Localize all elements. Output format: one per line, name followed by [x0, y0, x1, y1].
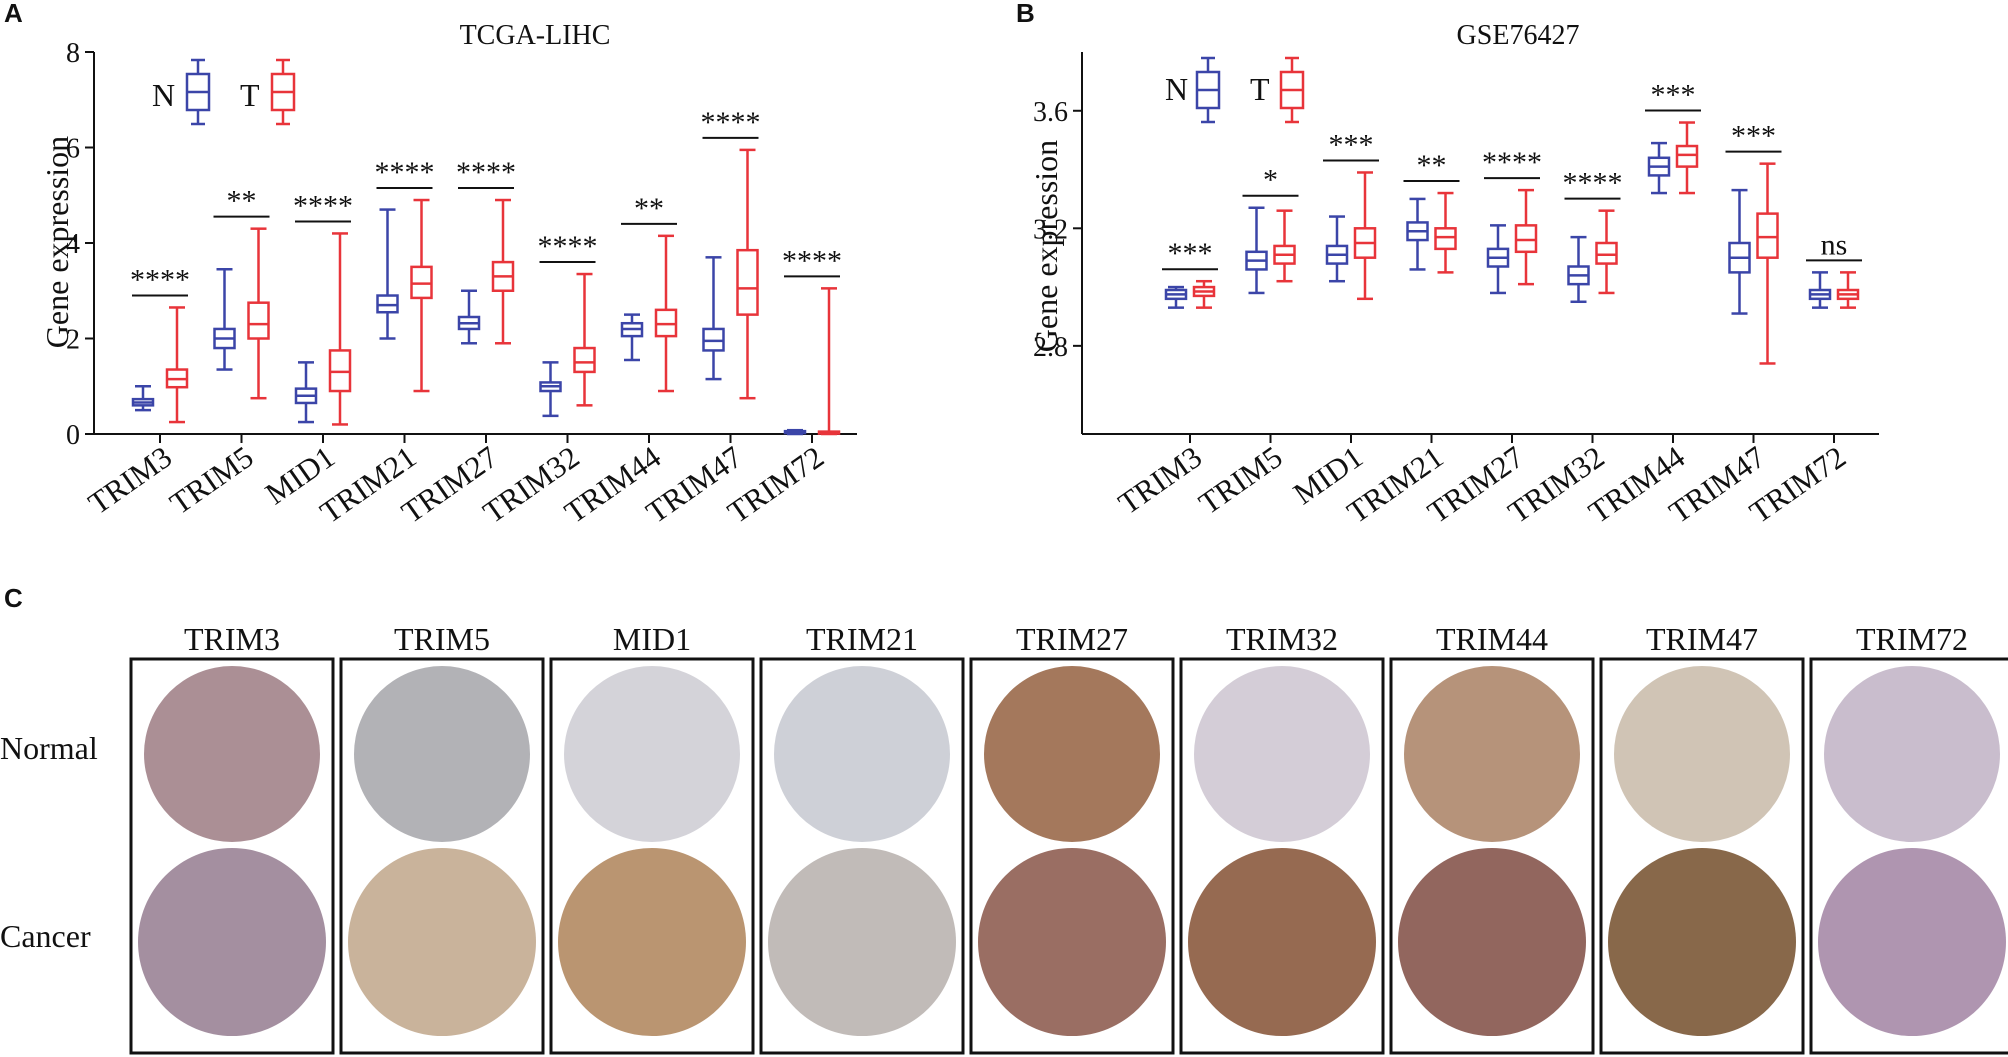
x-tick-label: TRIM3 [1112, 439, 1208, 521]
box-body [247, 301, 270, 340]
ihc-column-frame [549, 657, 755, 1055]
significance-label: ** [634, 192, 664, 225]
ihc-tissue-core-cancer [1398, 848, 1586, 1036]
significance-label: **** [293, 189, 353, 222]
ihc-gene-label: TRIM27 [1016, 621, 1128, 657]
ihc-tissue-core-cancer [348, 848, 536, 1036]
ihc-tissue-core-normal [1614, 666, 1790, 842]
ihc-tissue-core-cancer [978, 848, 1166, 1036]
y-tick-label: 3.2 [1033, 214, 1068, 245]
chart-gse76427: GSE76427 Gene expression 2.8 3.2 3.6 TRIM3 *… [1028, 20, 1879, 530]
chart-a-legend: N T [152, 58, 296, 126]
y-tick-label: 6 [66, 134, 80, 165]
y-tick-label: 4 [66, 229, 80, 260]
x-tick-label: TRIM5 [1192, 439, 1288, 521]
ihc-tissue-core-normal [1194, 666, 1370, 842]
ihc-column-frame [1179, 657, 1385, 1055]
y-tick-label: 8 [66, 38, 80, 69]
ihc-gene-label: TRIM44 [1436, 621, 1548, 657]
ihc-column-frame [129, 657, 335, 1055]
ihc-column-frame [339, 657, 545, 1055]
ihc-column-frame [1809, 657, 2008, 1055]
box-body [1434, 227, 1457, 251]
ihc-row-label-cancer: Cancer [0, 918, 91, 954]
ihc-gene-label: TRIM3 [184, 621, 280, 657]
chart-a-legend-t-label: T [240, 77, 260, 113]
ihc-tissue-core-cancer [1608, 848, 1796, 1036]
box-body [736, 248, 759, 316]
ihc-column-frame [1389, 657, 1595, 1055]
significance-label: *** [1168, 237, 1213, 270]
ihc-tissue-core-normal [1404, 666, 1580, 842]
x-tick-label: TRIM3 [82, 439, 178, 521]
chart-a-ylabel: Gene expression [39, 136, 75, 348]
chart-a-title: TCGA-LIHC [460, 20, 611, 51]
significance-label: *** [1731, 120, 1776, 153]
ihc-row-label-normal: Normal [0, 730, 98, 766]
panel-c-letter: C [4, 583, 23, 613]
chart-b-legend-t-label: T [1250, 71, 1270, 107]
ihc-gene-label: MID1 [613, 621, 691, 657]
significance-label: **** [456, 156, 516, 189]
box-body [1675, 144, 1699, 168]
ihc-tissue-core-cancer [1818, 848, 2006, 1036]
y-tick-label: 0 [66, 420, 80, 451]
chart-tcga-lihc: TCGA-LIHC Gene expression 02468TRIM3****… [39, 20, 857, 530]
ihc-gene-label: TRIM72 [1856, 621, 1968, 657]
ihc-image-grid: Normal Cancer TRIM3 TRIM5 MID1 TRIM21 TRIM27… [0, 621, 2008, 1055]
ihc-column-frame [969, 657, 1175, 1055]
ihc-tissue-core-cancer [1188, 848, 1376, 1036]
ihc-column-frame [759, 657, 965, 1055]
significance-label: *** [1329, 128, 1374, 161]
significance-label: **** [1563, 167, 1623, 200]
significance-label: ns [1821, 228, 1848, 261]
chart-b-legend: N T [1165, 56, 1305, 124]
chart-a-plot-area: 02468TRIM3****TRIM5**MID1****TRIM21****T… [66, 38, 857, 530]
ihc-tissue-core-normal [144, 666, 320, 842]
significance-label: **** [782, 244, 842, 277]
ihc-tissue-core-normal [354, 666, 530, 842]
panel-b-letter: B [1016, 0, 1035, 28]
ihc-gene-label: TRIM5 [394, 621, 490, 657]
ihc-tissue-core-cancer [138, 848, 326, 1036]
ihc-columns: TRIM3 TRIM5 MID1 TRIM21 TRIM27 TRIM32 TRIM44 TR… [129, 621, 2008, 1055]
y-tick-label: 3.6 [1033, 97, 1068, 128]
ihc-gene-label: TRIM47 [1646, 621, 1758, 657]
significance-label: **** [130, 263, 190, 296]
chart-b-legend-n-label: N [1165, 71, 1188, 107]
x-tick-label: TRIM5 [163, 439, 259, 521]
box-body [1756, 212, 1779, 259]
significance-label: **** [701, 106, 761, 139]
significance-label: * [1263, 164, 1278, 197]
ihc-gene-label: TRIM32 [1226, 621, 1338, 657]
chart-b-title: GSE76427 [1457, 20, 1580, 51]
chart-b-plot-area: 2.83.23.6TRIM3***TRIM5*MID1***TRIM21**TR… [1033, 52, 1879, 530]
ihc-tissue-core-normal [1824, 666, 2000, 842]
ihc-tissue-core-normal [774, 666, 950, 842]
ihc-column-frame [1599, 657, 1805, 1055]
significance-label: **** [538, 230, 598, 263]
chart-b-ylabel: Gene expression [1028, 140, 1064, 352]
ihc-tissue-core-cancer [558, 848, 746, 1036]
ihc-tissue-core-cancer [768, 848, 956, 1036]
significance-label: **** [375, 156, 435, 189]
significance-label: ** [1417, 149, 1447, 182]
significance-label: *** [1651, 79, 1696, 112]
box-body [573, 346, 596, 374]
significance-label: ** [227, 185, 257, 218]
panel-a-letter: A [4, 0, 23, 28]
ihc-tissue-core-normal [564, 666, 740, 842]
box-body [1514, 224, 1538, 254]
chart-a-legend-n-label: N [152, 77, 175, 113]
y-tick-label: 2.8 [1033, 332, 1068, 363]
y-tick-label: 2 [66, 325, 80, 356]
significance-label: **** [1482, 146, 1542, 179]
box-body [1595, 241, 1618, 265]
ihc-gene-label: TRIM21 [806, 621, 918, 657]
ihc-tissue-core-normal [984, 666, 1160, 842]
